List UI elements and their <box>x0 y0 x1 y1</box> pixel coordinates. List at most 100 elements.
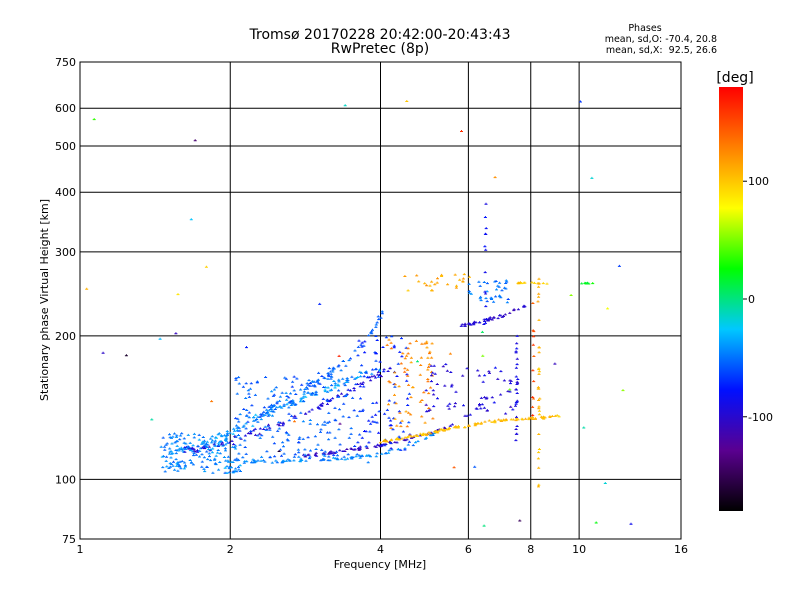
data-point <box>514 432 518 435</box>
data-point <box>515 425 519 427</box>
data-point <box>316 405 320 408</box>
stats-o-line: mean, sd,O: -70.4, 20.8 <box>605 34 717 45</box>
data-point <box>370 415 374 418</box>
data-point <box>304 459 308 462</box>
data-point <box>299 400 302 403</box>
data-point <box>379 316 383 319</box>
data-point <box>385 408 389 411</box>
data-point <box>392 344 396 347</box>
data-point <box>253 393 257 396</box>
data-point <box>529 416 532 419</box>
data-point <box>353 445 357 447</box>
data-point <box>197 433 201 436</box>
data-point <box>515 357 519 360</box>
data-point <box>446 404 450 407</box>
data-point <box>531 302 535 304</box>
data-point <box>323 454 327 457</box>
data-point <box>582 426 586 429</box>
data-point <box>252 429 256 432</box>
data-point <box>234 467 238 470</box>
data-point <box>301 420 305 423</box>
data-point <box>369 331 373 334</box>
data-point <box>306 383 310 386</box>
x-tick-label: 4 <box>377 543 384 556</box>
data-point <box>537 448 541 450</box>
data-point <box>426 380 430 383</box>
data-point <box>514 366 518 369</box>
data-point <box>247 411 251 414</box>
y-tick-label: 600 <box>55 102 76 115</box>
data-point <box>509 382 512 385</box>
data-point <box>448 352 452 355</box>
data-point <box>245 460 249 463</box>
data-point <box>349 427 353 430</box>
data-point <box>406 374 410 377</box>
data-point <box>175 434 179 437</box>
data-point <box>174 449 178 451</box>
data-point <box>262 410 266 413</box>
data-point <box>329 372 333 375</box>
data-point <box>236 417 240 420</box>
data-point <box>320 375 324 377</box>
data-point <box>150 418 154 421</box>
data-point <box>223 466 227 469</box>
data-point <box>531 416 535 419</box>
data-point <box>226 459 230 462</box>
data-point <box>393 371 397 374</box>
data-point <box>246 389 250 392</box>
data-point <box>292 455 296 458</box>
data-point <box>221 444 225 447</box>
data-point <box>498 281 502 284</box>
data-point <box>336 454 339 457</box>
data-point <box>293 414 297 417</box>
data-point <box>204 445 208 448</box>
data-point <box>288 459 292 462</box>
data-point <box>537 451 541 454</box>
data-point <box>332 380 336 382</box>
data-point <box>522 304 526 307</box>
data-point <box>533 281 536 284</box>
data-point <box>416 435 419 437</box>
data-point <box>260 434 264 437</box>
data-point <box>337 428 341 431</box>
data-point <box>332 456 335 459</box>
data-point <box>375 321 379 324</box>
data-point <box>184 442 188 445</box>
data-point <box>233 458 237 461</box>
data-point <box>328 451 332 454</box>
data-point <box>468 323 472 326</box>
data-point <box>287 396 291 399</box>
data-point <box>416 440 420 443</box>
data-point <box>504 279 508 282</box>
data-point <box>430 380 433 383</box>
data-point <box>262 459 265 462</box>
data-point <box>379 441 382 444</box>
data-point <box>338 422 342 425</box>
data-point <box>339 369 343 372</box>
data-point <box>326 402 329 405</box>
data-point <box>484 202 488 205</box>
data-point <box>476 422 480 424</box>
data-point <box>271 414 274 417</box>
data-point <box>537 277 541 280</box>
data-point <box>431 389 435 392</box>
data-point <box>234 435 238 438</box>
data-point <box>263 425 267 428</box>
data-point <box>200 442 204 445</box>
data-point <box>359 397 362 400</box>
data-point <box>468 275 471 278</box>
data-point <box>403 370 407 373</box>
data-point <box>284 459 288 462</box>
data-point <box>454 390 458 393</box>
data-point <box>313 453 317 456</box>
data-point <box>174 452 178 455</box>
data-point <box>192 436 196 439</box>
y-axis-label: Stationary phase Virtual Height [km] <box>38 199 51 401</box>
data-point <box>445 428 449 431</box>
data-point <box>263 413 267 416</box>
data-point <box>534 417 537 420</box>
data-point <box>478 404 481 407</box>
data-point <box>384 440 388 443</box>
data-point <box>159 445 163 448</box>
data-point <box>583 281 587 284</box>
